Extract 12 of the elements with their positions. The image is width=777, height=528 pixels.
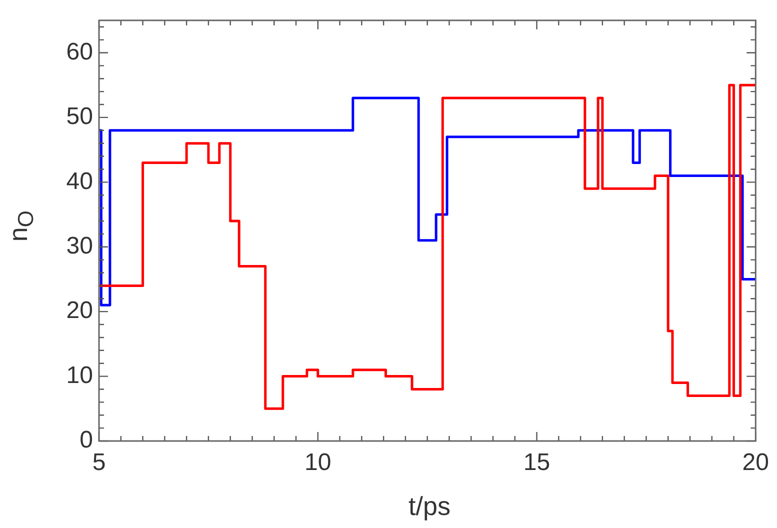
y-tick-label: 40 xyxy=(66,168,93,195)
y-tick-label: 30 xyxy=(66,232,93,260)
x-tick-label: 20 xyxy=(742,449,770,476)
y-tick-label: 60 xyxy=(66,38,93,66)
y-tick-label: 20 xyxy=(66,297,93,324)
x-tick-label: 10 xyxy=(304,449,332,476)
x-tick-label: 15 xyxy=(523,449,550,476)
y-tick-label: 50 xyxy=(66,103,93,130)
x-tick-label: 5 xyxy=(92,449,106,476)
y-tick-label: 0 xyxy=(80,426,93,454)
x-axis-title: t/ps xyxy=(408,490,452,522)
y-tick-label: 10 xyxy=(66,362,93,389)
